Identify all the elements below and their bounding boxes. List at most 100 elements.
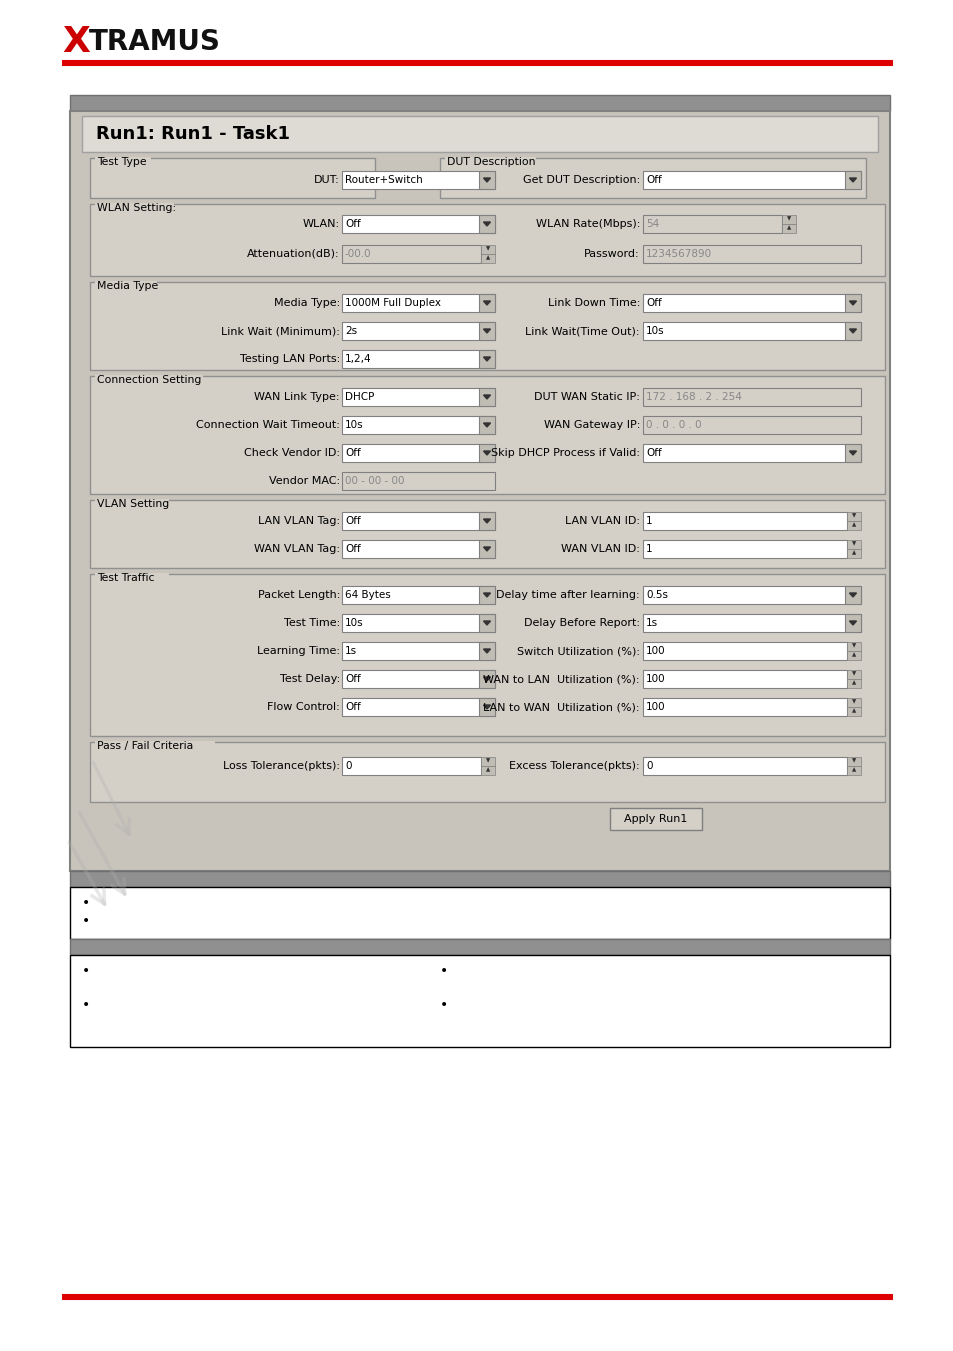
Text: LAN to WAN  Utilization (%):: LAN to WAN Utilization (%): (483, 703, 639, 712)
Bar (90, 204, 884, 276)
Text: •: • (82, 965, 91, 978)
Bar (642, 322, 861, 340)
Text: Test Time:: Test Time: (283, 617, 339, 628)
Bar (642, 215, 781, 232)
Text: X: X (62, 26, 90, 59)
Bar (90, 742, 884, 802)
Text: 1234567890: 1234567890 (645, 249, 711, 259)
Text: Off: Off (345, 516, 360, 526)
Bar (70, 111, 889, 871)
Polygon shape (483, 178, 490, 182)
Text: Off: Off (345, 544, 360, 554)
Bar (478, 444, 495, 462)
Polygon shape (483, 648, 490, 653)
Text: ▼: ▼ (851, 671, 855, 677)
Text: 1: 1 (645, 544, 652, 554)
Bar (642, 444, 861, 462)
Text: -00.0: -00.0 (345, 249, 372, 259)
Polygon shape (483, 330, 490, 332)
Bar (480, 245, 495, 254)
Text: Run1: Run1 - Task1: Run1: Run1 - Task1 (96, 126, 290, 143)
Text: 100: 100 (645, 703, 665, 712)
Bar (478, 642, 495, 661)
Text: Check Vendor ID:: Check Vendor ID: (244, 449, 339, 458)
Bar (341, 613, 495, 632)
Text: Link Down Time:: Link Down Time: (547, 299, 639, 308)
Bar (341, 444, 495, 462)
Text: Off: Off (345, 674, 360, 684)
Text: 100: 100 (645, 646, 665, 657)
Bar (341, 350, 495, 367)
Text: 00 - 00 - 00: 00 - 00 - 00 (345, 476, 404, 486)
Text: Excess Tolerance(pkts):: Excess Tolerance(pkts): (509, 761, 639, 771)
Text: 2s: 2s (345, 326, 356, 336)
Text: LAN VLAN Tag:: LAN VLAN Tag: (257, 516, 339, 526)
Text: ▲: ▲ (851, 653, 855, 658)
Polygon shape (483, 357, 490, 361)
Bar (642, 670, 846, 688)
Text: Skip DHCP Process if Valid:: Skip DHCP Process if Valid: (491, 449, 639, 458)
Text: Link Wait(Time Out):: Link Wait(Time Out): (525, 326, 639, 336)
Bar (90, 376, 884, 494)
Bar (480, 757, 495, 766)
Text: 0 . 0 . 0 . 0: 0 . 0 . 0 . 0 (645, 420, 700, 430)
Text: •: • (82, 896, 91, 911)
Text: Loss Tolerance(pkts):: Loss Tolerance(pkts): (223, 761, 339, 771)
Bar (844, 444, 861, 462)
FancyArrowPatch shape (93, 762, 129, 834)
Bar (70, 888, 889, 939)
Bar (478, 512, 495, 530)
Bar (341, 586, 495, 604)
Polygon shape (483, 621, 490, 626)
Bar (95, 281, 157, 290)
Bar (846, 651, 861, 661)
Text: DUT WAN Static IP:: DUT WAN Static IP: (534, 392, 639, 403)
Text: 1s: 1s (345, 646, 356, 657)
Bar (478, 215, 495, 232)
Bar (642, 698, 846, 716)
Text: 0.5s: 0.5s (645, 590, 667, 600)
Text: 10s: 10s (345, 420, 363, 430)
Bar (609, 808, 701, 830)
Text: WLAN Setting:: WLAN Setting: (97, 203, 176, 213)
Bar (846, 512, 861, 521)
Text: DUT:: DUT: (314, 176, 339, 185)
Text: LAN VLAN ID:: LAN VLAN ID: (564, 516, 639, 526)
Bar (90, 282, 884, 370)
Bar (844, 613, 861, 632)
Text: ▼: ▼ (851, 758, 855, 763)
Text: Off: Off (645, 176, 661, 185)
Text: 10s: 10s (345, 617, 363, 628)
Text: ▼: ▼ (485, 246, 490, 251)
Text: WAN VLAN Tag:: WAN VLAN Tag: (253, 544, 339, 554)
Bar (341, 215, 495, 232)
Bar (62, 59, 891, 65)
Bar (62, 1294, 891, 1300)
Text: Media Type:: Media Type: (274, 299, 339, 308)
Text: 1000M Full Duplex: 1000M Full Duplex (345, 299, 440, 308)
Text: Test Delay:: Test Delay: (279, 674, 339, 684)
Text: •: • (82, 998, 91, 1012)
Bar (478, 698, 495, 716)
Bar (844, 322, 861, 340)
Text: DHCP: DHCP (345, 392, 374, 403)
Text: Testing LAN Ports:: Testing LAN Ports: (239, 354, 339, 363)
Text: 10s: 10s (645, 326, 664, 336)
Bar (480, 766, 495, 775)
Bar (95, 376, 203, 385)
Bar (70, 95, 889, 111)
Bar (846, 757, 861, 766)
Bar (478, 540, 495, 558)
Text: Connection Wait Timeout:: Connection Wait Timeout: (196, 420, 339, 430)
Text: WAN Link Type:: WAN Link Type: (254, 392, 339, 403)
Text: ▲: ▲ (851, 681, 855, 685)
Text: ▲: ▲ (851, 550, 855, 555)
Polygon shape (848, 330, 856, 332)
Bar (478, 172, 495, 189)
Text: ▲: ▲ (786, 226, 790, 231)
Bar (846, 540, 861, 549)
Bar (846, 766, 861, 775)
Bar (90, 574, 884, 736)
Text: Switch Utilization (%):: Switch Utilization (%): (517, 646, 639, 657)
Polygon shape (848, 621, 856, 626)
